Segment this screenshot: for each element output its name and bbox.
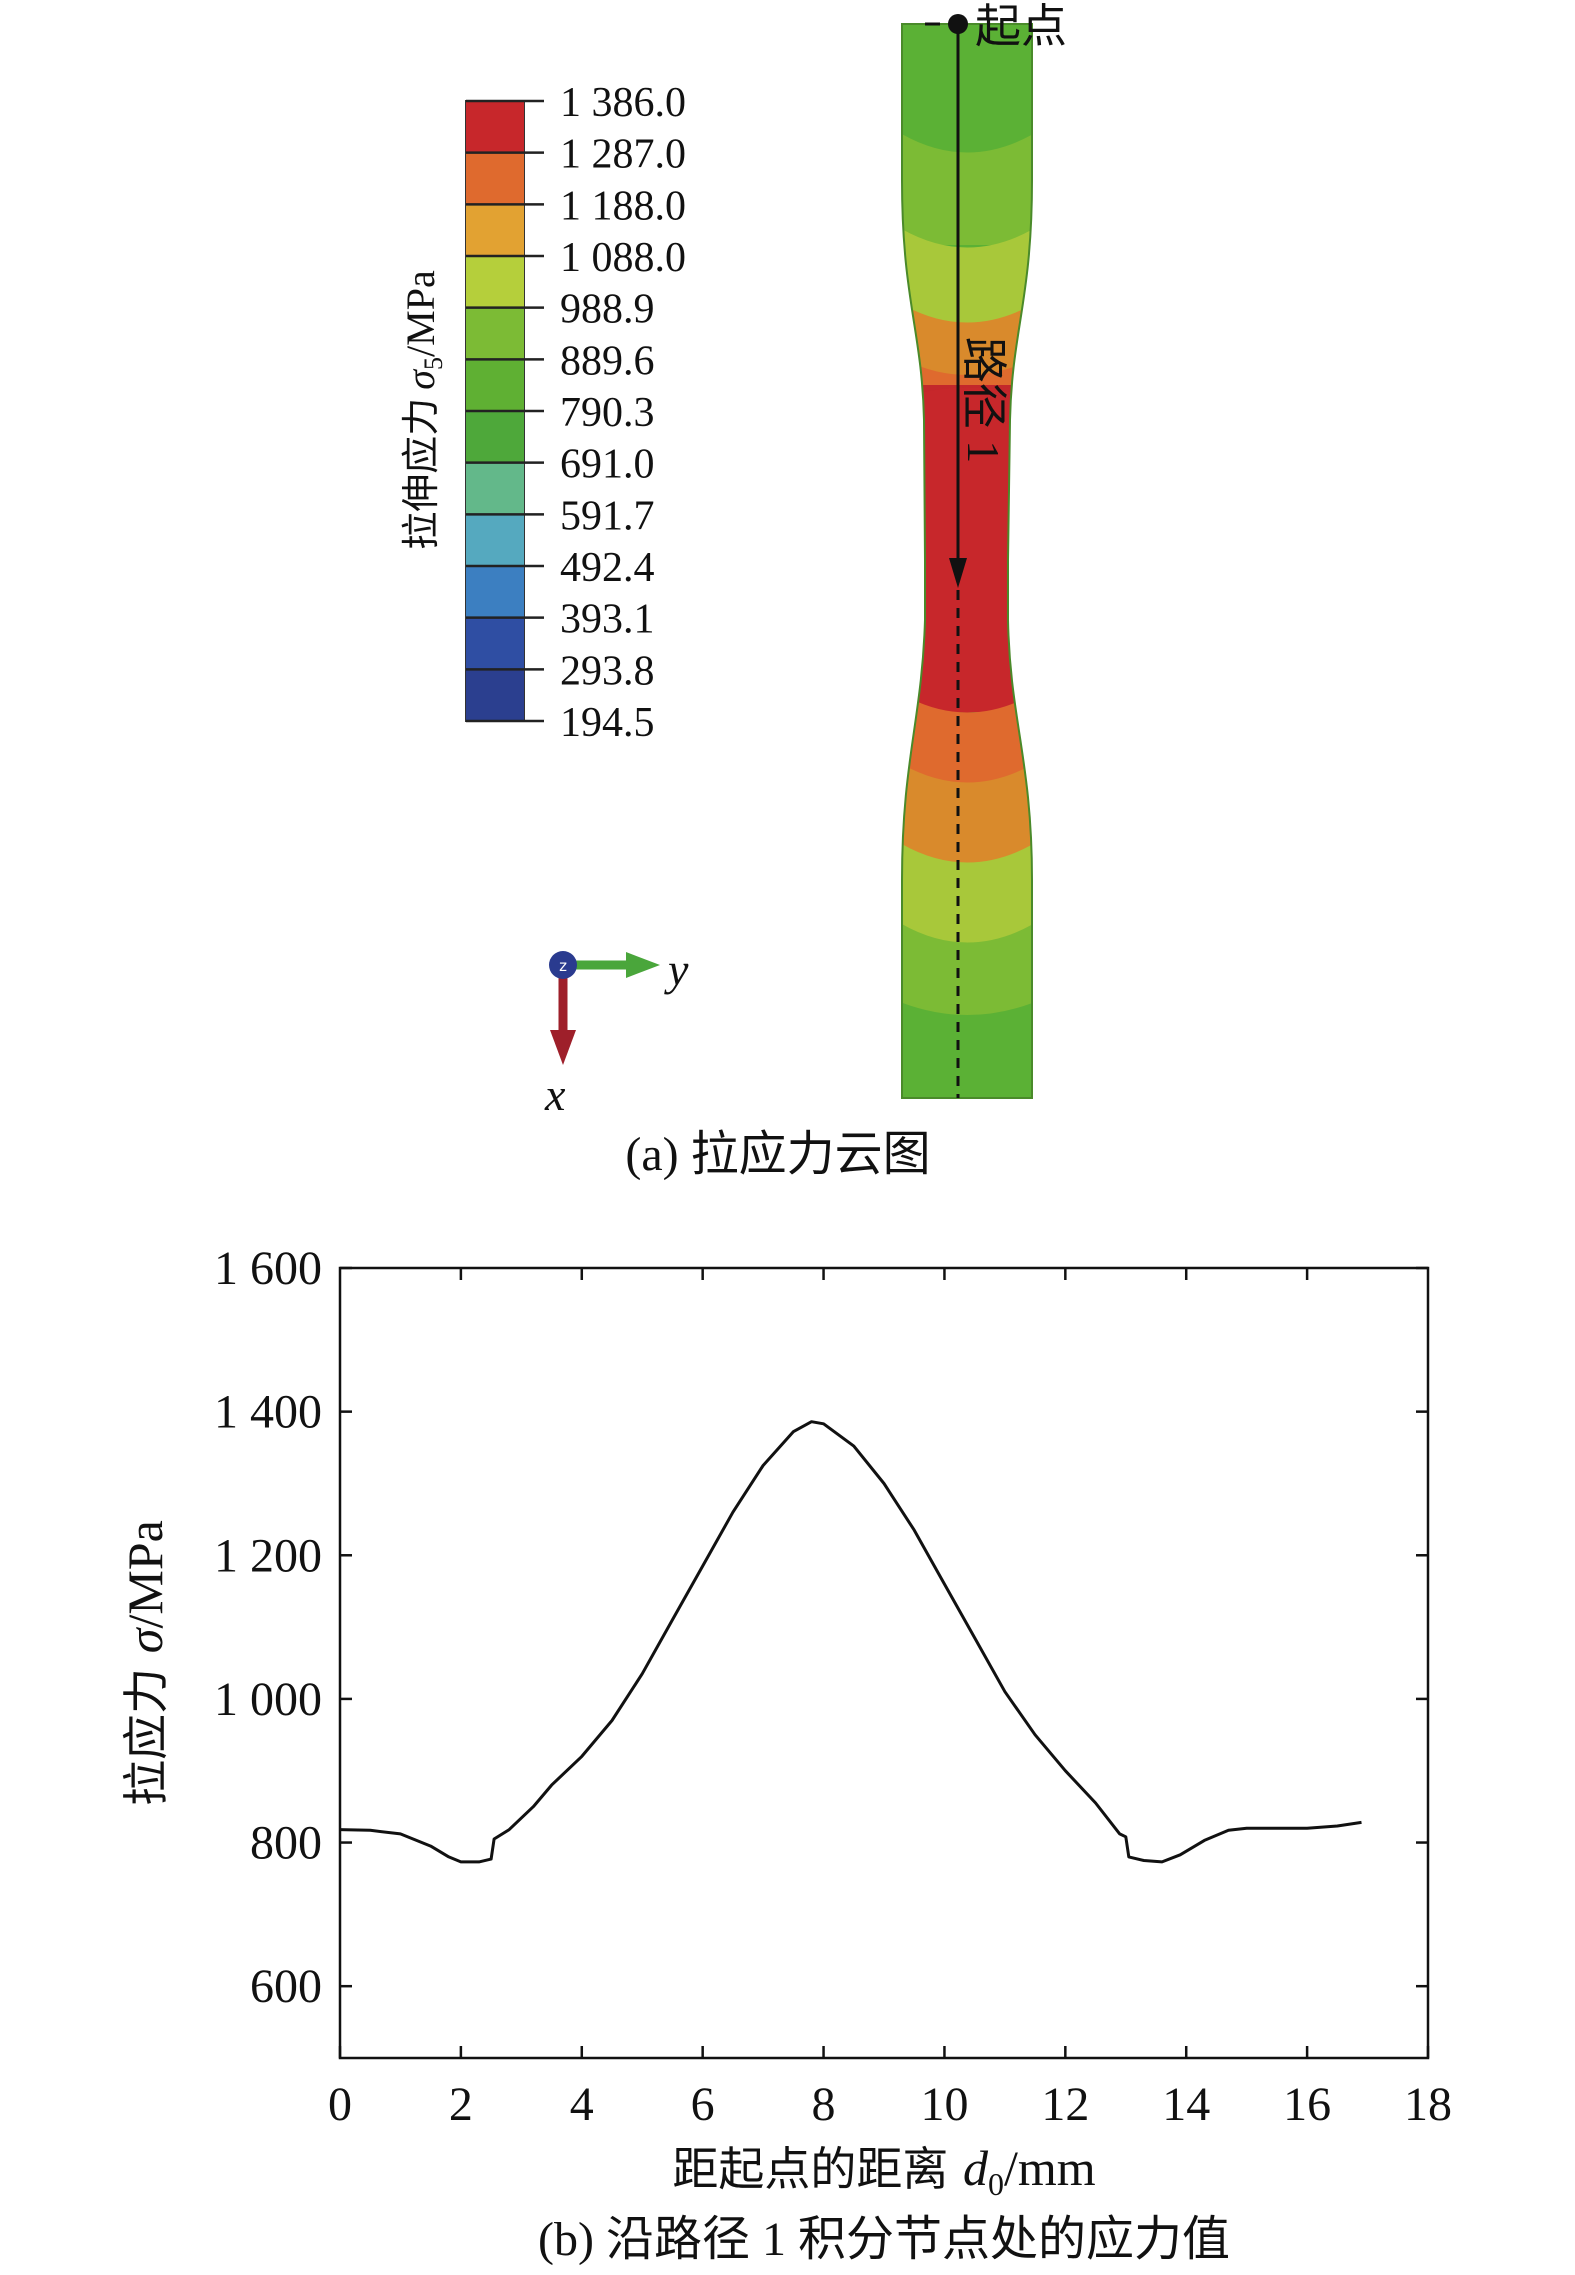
y-axis-label-symbol: σ (117, 1626, 173, 1653)
triad-x-head (550, 1030, 576, 1065)
legend-title-symbol: σ (398, 369, 443, 390)
legend-title-sub: 5 (419, 357, 448, 370)
colorbar-bands (466, 101, 524, 721)
axis-triad: z y x (544, 944, 689, 1120)
colorbar-label: 194.5 (560, 700, 655, 746)
legend-title-main: 拉伸应力 (399, 398, 443, 550)
triad-y-head (626, 952, 660, 978)
start-point-marker (948, 14, 968, 34)
colorbar-band (466, 307, 524, 360)
colorbar-labels: 1 386.0 1 287.0 1 188.0 1 088.0 988.9 889.6 79… (560, 80, 686, 746)
colorbar-band (466, 617, 524, 670)
colorbar-label: 1 088.0 (560, 235, 686, 281)
x-tick-label: 4 (570, 2078, 594, 2131)
x-tick-label: 12 (1041, 2078, 1089, 2131)
x-tick-label: 2 (449, 2078, 473, 2131)
y-tick-label: 800 (250, 1817, 322, 1870)
colorbar-label: 1 188.0 (560, 183, 686, 229)
y-axis-label: 拉应力 σ/MPa (117, 1520, 173, 1806)
y-tick-label: 1 000 (214, 1673, 322, 1726)
colorbar-band (466, 101, 524, 153)
y-axis-label-unit: /MPa (117, 1520, 173, 1628)
colorbar-label: 790.3 (560, 390, 655, 436)
x-tick-label: 18 (1404, 2078, 1452, 2131)
path-1: 起点 路径 1 (925, 1, 1067, 1098)
x-axis-label-main: 距起点的距离 (672, 2142, 963, 2196)
colorbar-band (466, 256, 524, 308)
x-axis-label: 距起点的距离 d0/mm (672, 2140, 1095, 2202)
series-line-stress (339, 1420, 1362, 1864)
x-tick-label: 0 (328, 2078, 352, 2131)
colorbar-ticks (466, 99, 544, 723)
x-axis-label-unit: /mm (1004, 2140, 1096, 2196)
colorbar-band (466, 566, 524, 618)
x-tick-label: 10 (920, 2078, 968, 2131)
specimen-contour (901, 23, 1033, 1099)
triad-z-label: z (559, 957, 567, 975)
path-arrow-head (949, 558, 967, 588)
colorbar-band (466, 411, 524, 463)
colorbar-band (466, 152, 524, 205)
colorbar-label: 591.7 (560, 493, 655, 539)
start-label: 起点 (975, 1, 1067, 52)
caption-b: (b) 沿路径 1 积分节点处的应力值 (538, 2213, 1230, 2266)
x-tick-label: 16 (1283, 2078, 1331, 2131)
y-tick-label: 1 400 (214, 1386, 322, 1439)
y-tick-label: 1 600 (214, 1242, 322, 1295)
colorbar-label: 988.9 (560, 287, 655, 333)
colorbar-band (466, 514, 524, 566)
y-axis-label-main: 拉应力 (119, 1653, 173, 1806)
y-tick-label: 1 200 (214, 1529, 322, 1582)
colorbar-band (466, 669, 524, 721)
colorbar-label: 691.0 (560, 442, 655, 488)
x-axis-label-symbol: d (963, 2140, 989, 2196)
panel-b: 0 2 4 6 8 10 12 14 16 18 600 800 1 000 1 200 1 400 1 6… (117, 1242, 1452, 2266)
path-label: 路径 1 (958, 337, 1009, 464)
x-axis-ticks: 0 2 4 6 8 10 12 14 16 18 (328, 1268, 1452, 2131)
triad-x-label: x (544, 1069, 566, 1120)
colorbar-band (466, 462, 524, 515)
triad-z-dot (549, 951, 577, 979)
colorbar-label: 1 386.0 (560, 80, 686, 126)
colorbar-label: 492.4 (560, 545, 655, 591)
colorbar-band (466, 204, 524, 256)
legend-title-unit: /MPa (398, 270, 443, 357)
plot-frame (338, 1266, 1430, 2060)
x-tick-label: 8 (812, 2078, 836, 2131)
x-tick-label: 14 (1162, 2078, 1210, 2131)
legend-colorbar: 1 386.0 1 287.0 1 188.0 1 088.0 988.9 889.6 79… (465, 80, 686, 746)
colorbar-label: 1 287.0 (560, 132, 686, 178)
y-tick-label: 600 (250, 1960, 322, 2013)
colorbar-band (466, 359, 524, 411)
colorbar-label: 293.8 (560, 648, 655, 694)
legend-title: 拉伸应力 σ5/MPa (398, 270, 448, 550)
x-axis-label-sub: 0 (988, 2166, 1004, 2202)
colorbar-label: 889.6 (560, 338, 655, 384)
y-axis-ticks: 600 800 1 000 1 200 1 400 1 600 (214, 1242, 1428, 2013)
panel-a: 1 386.0 1 287.0 1 188.0 1 088.0 988.9 889.6 79… (398, 1, 1067, 1181)
caption-a: (a) 拉应力云图 (625, 1128, 930, 1181)
colorbar-label: 393.1 (560, 597, 655, 643)
x-tick-label: 6 (691, 2078, 715, 2131)
triad-y-label: y (664, 944, 689, 995)
